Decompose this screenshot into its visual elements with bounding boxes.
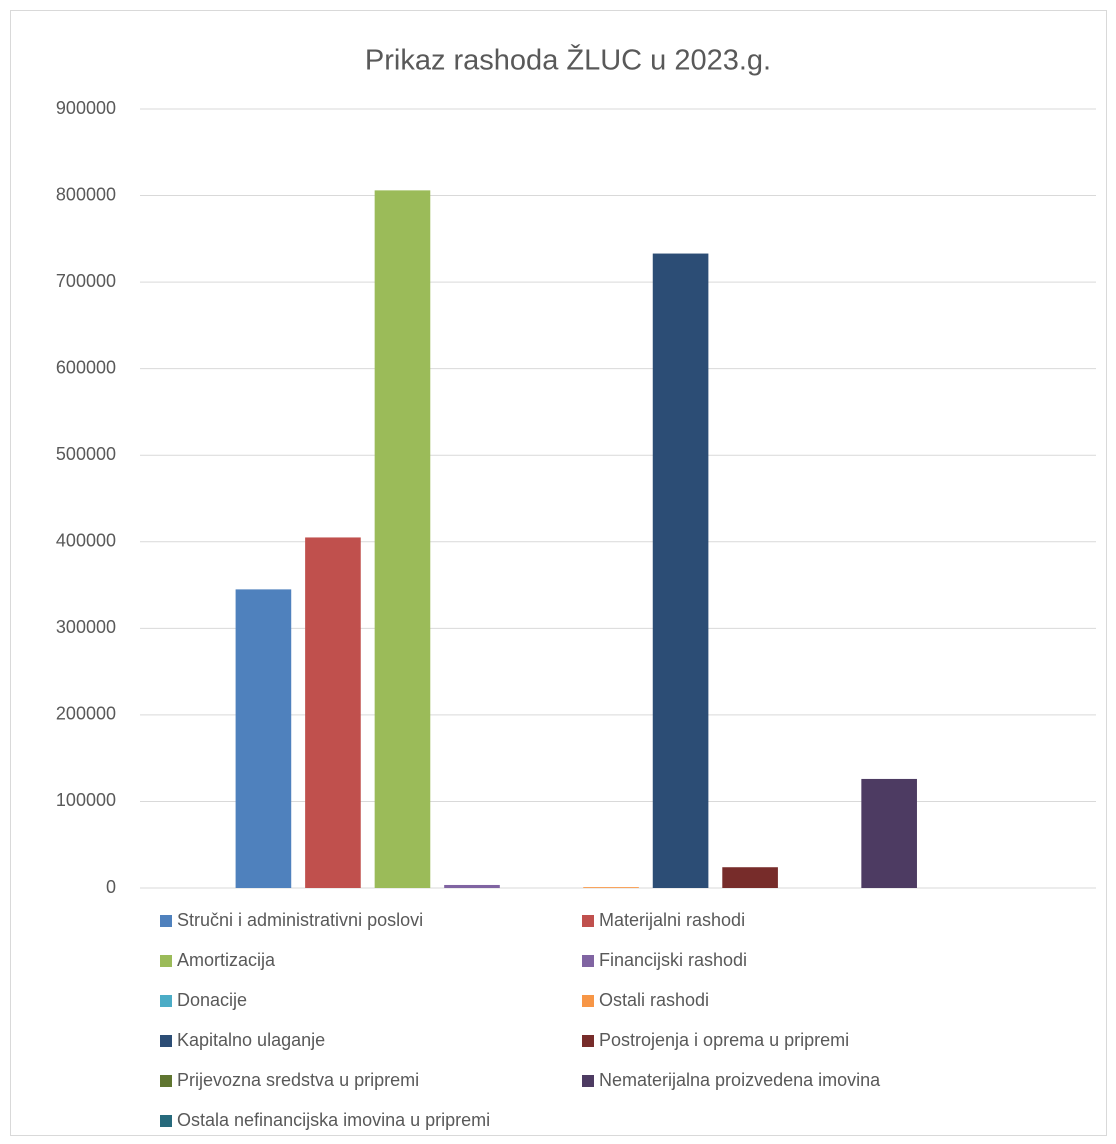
bar [583, 887, 639, 888]
chart-border [10, 10, 1107, 1136]
legend-label: Ostala nefinancijska imovina u pripremi [177, 1110, 490, 1130]
y-tick-label: 300000 [56, 617, 116, 637]
legend-swatch [582, 995, 594, 1007]
y-tick-label: 100000 [56, 790, 116, 810]
bar [652, 253, 709, 888]
legend-label: Stručni i administrativni poslovi [177, 910, 423, 930]
legend-label: Prijevozna sredstva u pripremi [177, 1070, 419, 1090]
bar [444, 884, 500, 888]
bar [722, 867, 778, 888]
y-tick-label: 600000 [56, 357, 116, 377]
chart-title: Prikaz rashoda ŽLUC u 2023.g. [365, 44, 771, 77]
bar [235, 589, 292, 888]
legend-swatch [582, 1035, 594, 1047]
y-tick-label: 200000 [56, 704, 116, 724]
legend-swatch [160, 1115, 172, 1127]
legend-swatch [160, 955, 172, 967]
legend-label: Ostali rashodi [599, 990, 709, 1010]
legend-label: Financijski rashodi [599, 950, 747, 970]
legend-label: Nematerijalna proizvedena imovina [599, 1070, 881, 1090]
legend-label: Postrojenja i oprema u pripremi [599, 1030, 849, 1050]
y-tick-label: 900000 [56, 98, 116, 118]
legend-swatch [160, 1035, 172, 1047]
legend-label: Amortizacija [177, 950, 276, 970]
legend-swatch [160, 995, 172, 1007]
legend-label: Donacije [177, 990, 247, 1010]
y-tick-label: 700000 [56, 271, 116, 291]
bar [861, 778, 917, 888]
y-tick-label: 400000 [56, 531, 116, 551]
bar [374, 190, 431, 888]
y-tick-label: 0 [106, 877, 116, 897]
y-tick-label: 800000 [56, 184, 116, 204]
legend-swatch [160, 1075, 172, 1087]
bar [305, 537, 361, 888]
legend-label: Kapitalno ulaganje [177, 1030, 325, 1050]
y-tick-label: 500000 [56, 444, 116, 464]
legend-label: Materijalni rashodi [599, 910, 745, 930]
legend-swatch [160, 915, 172, 927]
legend-swatch [582, 955, 594, 967]
legend-swatch [582, 1075, 594, 1087]
legend-swatch [582, 915, 594, 927]
